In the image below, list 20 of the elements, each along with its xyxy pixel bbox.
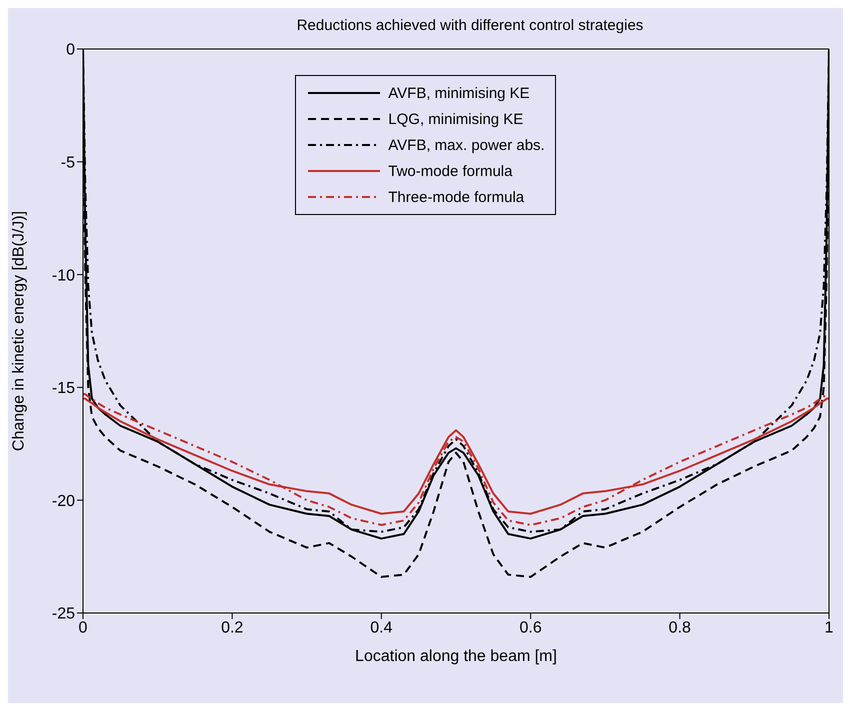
y-tick-label: -15: [52, 380, 76, 398]
x-tick-label: 0.6: [519, 619, 542, 636]
legend-label: Three-mode formula: [388, 188, 524, 206]
x-tick-label: 0.8: [668, 619, 692, 636]
x-tick-label: 0.2: [221, 619, 244, 636]
legend-label: Two-mode formula: [388, 162, 512, 180]
x-tick-label: 0.4: [370, 619, 393, 636]
y-tick-label: -20: [52, 492, 76, 510]
x-axis-title: Location along the beam [m]: [355, 648, 557, 665]
legend-label: AVFB, max. power abs.: [388, 136, 545, 154]
x-tick-label: 1: [824, 619, 834, 636]
y-tick-label: -10: [52, 267, 76, 284]
chart-title: Reductions achieved with different control strategies: [296, 17, 644, 34]
legend-label: LQG, minimising KE: [388, 110, 524, 128]
y-tick-label: 0: [66, 42, 76, 59]
y-axis-title: Change in kinetic energy [dB(J/J)]: [10, 210, 28, 452]
legend-label: AVFB, minimising KE: [388, 84, 530, 102]
x-tick-label: 0: [78, 619, 88, 636]
y-tick-label: -25: [52, 606, 76, 623]
y-tick-label: -5: [60, 154, 76, 172]
